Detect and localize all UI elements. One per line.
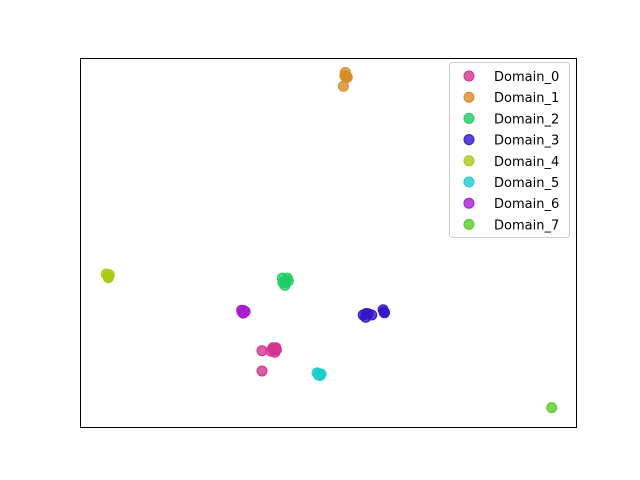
series-Domain_5	[311, 367, 327, 381]
legend-marker-Domain_0	[463, 70, 475, 82]
data-point-Domain_0-7	[256, 365, 268, 377]
data-point-Domain_7-0	[546, 402, 558, 414]
data-point-Domain_0-0	[256, 345, 268, 357]
legend-marker-Domain_2	[463, 112, 475, 124]
legend-box	[449, 62, 570, 238]
data-point-Domain_1-3	[337, 80, 349, 92]
series-Domain_1	[337, 67, 353, 92]
legend-marker-Domain_7	[463, 218, 475, 230]
series-Domain_0	[256, 342, 282, 377]
legend-marker-Domain_1	[463, 91, 475, 103]
data-point-Domain_1-4	[340, 71, 352, 83]
data-point-Domain_4-4	[102, 272, 114, 284]
legend-label-Domain_1: Domain_1	[494, 91, 559, 106]
data-point-Domain_6-4	[236, 304, 248, 316]
series-Domain_7	[546, 402, 558, 414]
data-point-Domain_0-8	[270, 344, 282, 356]
plot-frame	[80, 58, 577, 428]
series-Domain_4	[100, 268, 115, 284]
legend-marker-Domain_4	[463, 155, 475, 167]
legend-label-Domain_2: Domain_2	[494, 112, 559, 127]
data-point-Domain_2-6	[279, 277, 291, 288]
data-point-Domain_3-7	[366, 309, 378, 321]
legend-label-Domain_0: Domain_0	[494, 70, 559, 85]
data-point-Domain_3-6	[379, 307, 390, 319]
legend-marker-Domain_3	[463, 134, 475, 146]
series-Domain_3	[357, 304, 390, 323]
series-Domain_2	[276, 272, 294, 291]
legend: Domain_0 Domain_1 Domain_2 Domain_3 Domain_4…	[449, 62, 570, 238]
legend-marker-Domain_6	[463, 197, 475, 209]
legend-label-Domain_7: Domain_7	[494, 218, 559, 233]
legend-marker-Domain_5	[463, 176, 475, 188]
data-point-Domain_5-4	[313, 368, 325, 380]
legend-label-Domain_4: Domain_4	[494, 155, 559, 170]
scatter-points	[100, 67, 558, 414]
legend-label-Domain_6: Domain_6	[494, 197, 559, 212]
legend-label-Domain_5: Domain_5	[494, 176, 559, 191]
legend-label-Domain_3: Domain_3	[494, 134, 559, 149]
series-Domain_6	[236, 304, 251, 319]
